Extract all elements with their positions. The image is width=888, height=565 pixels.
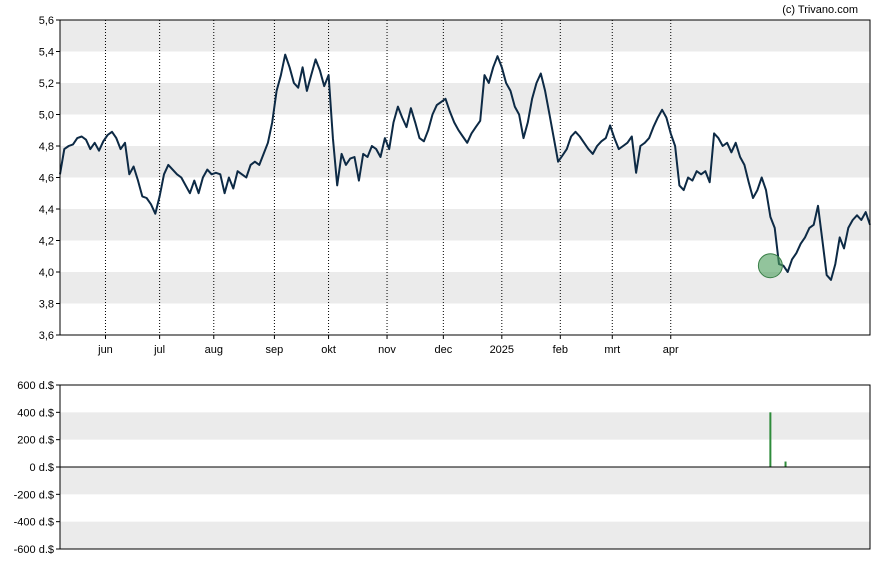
y-tick-label: 5,4	[39, 47, 54, 59]
price-band	[60, 209, 870, 241]
price-band	[60, 272, 870, 304]
x-tick-label: jul	[153, 344, 165, 356]
volume-band	[60, 521, 870, 549]
volume-grid-bands	[60, 412, 870, 549]
volume-band	[60, 412, 870, 440]
price-x-axis: jun jul aug sep okt nov dec 2025 feb mrt apr	[97, 335, 679, 356]
x-tick-label: apr	[663, 344, 679, 356]
price-band	[60, 20, 870, 52]
x-tick-label: 2025	[490, 344, 514, 356]
price-y-axis: 3,6 3,8 4,0 4,2 4,4 4,6 4,8 5,0 5,2 5,4 5,6	[39, 15, 60, 342]
x-tick-label: sep	[266, 344, 284, 356]
volume-y-tick-label: 200 d.$	[17, 435, 54, 447]
x-tick-label: jun	[97, 344, 113, 356]
y-tick-label: 5,2	[39, 78, 54, 90]
volume-y-tick-label: 0 d.$	[30, 462, 54, 474]
y-tick-label: 5,0	[39, 110, 54, 122]
volume-y-tick-label: -600 d.$	[14, 544, 54, 556]
volume-y-tick-label: -400 d.$	[14, 517, 54, 529]
x-tick-label: dec	[434, 344, 452, 356]
x-tick-label: aug	[205, 344, 223, 356]
y-tick-label: 3,6	[39, 330, 54, 342]
volume-band	[60, 467, 870, 495]
highlight-marker	[757, 253, 783, 279]
price-grid-bands	[60, 20, 870, 304]
volume-bars	[769, 412, 787, 467]
y-tick-label: 4,4	[39, 204, 54, 216]
y-tick-label: 4,8	[39, 141, 54, 153]
volume-y-tick-label: -200 d.$	[14, 489, 54, 501]
volume-y-tick-label: 600 d.$	[17, 380, 54, 392]
y-tick-label: 4,0	[39, 267, 54, 279]
x-tick-label: feb	[553, 344, 568, 356]
credit-label: (c) Trivano.com	[782, 4, 858, 16]
y-tick-label: 4,2	[39, 236, 54, 248]
volume-y-tick-label: 400 d.$	[17, 407, 54, 419]
y-tick-label: 5,6	[39, 15, 54, 27]
x-tick-label: okt	[321, 344, 336, 356]
y-tick-label: 4,6	[39, 173, 54, 185]
price-band	[60, 83, 870, 115]
x-tick-label: mrt	[604, 344, 620, 356]
y-tick-label: 3,8	[39, 299, 54, 311]
x-tick-label: nov	[378, 344, 396, 356]
volume-y-axis: 600 d.$ 400 d.$ 200 d.$ 0 d.$ -200 d.$ -400 d…	[14, 380, 60, 556]
price-line	[59, 53, 871, 281]
price-band	[60, 146, 870, 178]
